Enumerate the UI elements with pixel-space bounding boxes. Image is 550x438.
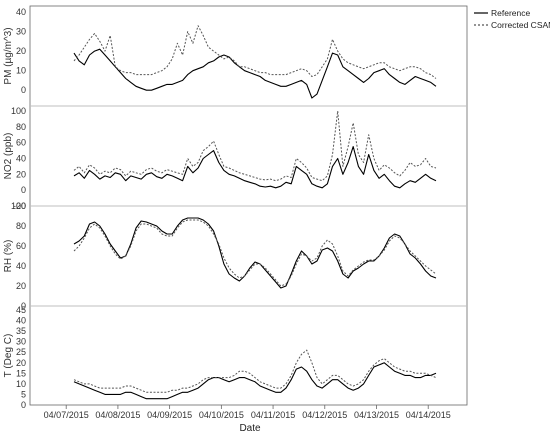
series-line-corrected-no2 [73, 110, 437, 182]
x-tick-label: 04/12/2015 [302, 410, 347, 420]
y-axis-label-rh: RH (%) [3, 240, 14, 273]
panel-rh: 0 20 40 60 80 100 RH (%) [3, 201, 467, 311]
x-tick-label: 04/11/2015 [251, 410, 295, 420]
y-tick-label: 80 [16, 221, 26, 231]
y-tick-label: 25 [16, 347, 26, 357]
series-line-reference-t [73, 362, 437, 400]
y-tick-label: 40 [16, 261, 26, 271]
y-tick-label: 60 [16, 241, 26, 251]
y-tick-label: 30 [16, 337, 26, 347]
y-tick-label: 35 [16, 326, 26, 336]
series-line-corrected-rh [73, 219, 437, 287]
series-line-reference-no2 [73, 146, 437, 189]
y-tick-label: 0 [21, 301, 26, 311]
y-tick-label: 0 [21, 85, 26, 95]
series-line-corrected-t [73, 349, 437, 393]
series-line-reference-rh [73, 217, 437, 289]
y-tick-label: 0 [21, 400, 26, 410]
x-tick-label: 04/07/2015 [44, 410, 89, 420]
y-tick-label: 0 [21, 185, 26, 195]
y-tick-label: 20 [16, 358, 26, 368]
legend: Reference Corrected CSAM-1 [474, 8, 550, 30]
y-tick-label: 5 [21, 389, 26, 399]
legend-label-corrected: Corrected CSAM-1 [491, 20, 550, 30]
y-tick-label: -20 [13, 201, 26, 211]
legend-label-reference: Reference [491, 8, 530, 18]
y-tick-label: 20 [16, 169, 26, 179]
y-tick-label: 45 [16, 305, 26, 315]
y-tick-label: 20 [16, 281, 26, 291]
y-tick-label: 40 [16, 154, 26, 164]
x-tick-label: 04/08/2015 [95, 410, 140, 420]
y-axis-label-t: T (Deg C) [3, 334, 14, 378]
y-tick-label: 100 [11, 106, 26, 116]
y-tick-label: 15 [16, 368, 26, 378]
y-tick-label: 60 [16, 138, 26, 148]
y-tick-label: 10 [16, 379, 26, 389]
y-tick-label: 80 [16, 122, 26, 132]
panel-no2: -20 0 20 40 60 80 100 NO2 (ppb) [3, 105, 467, 211]
x-tick-label: 04/09/2015 [147, 410, 192, 420]
y-axis-label-pm: PM (µg/m^3) [3, 27, 14, 84]
y-tick-label: 40 [16, 316, 26, 326]
x-tick-label: 04/14/2015 [406, 410, 451, 420]
y-tick-label: 20 [16, 46, 26, 56]
y-tick-label: 10 [16, 66, 26, 76]
y-tick-label: 30 [16, 27, 26, 37]
x-tick-label: 04/10/2015 [199, 410, 244, 420]
x-tick-label: 04/13/2015 [354, 410, 399, 420]
y-axis-label-no2: NO2 (ppb) [3, 133, 14, 180]
series-line-reference-pm [73, 48, 437, 99]
y-tick-label: 100 [11, 201, 26, 211]
series-line-corrected-pm [73, 25, 437, 79]
x-axis-label: Date [239, 423, 261, 434]
y-tick-label: 40 [16, 7, 26, 17]
